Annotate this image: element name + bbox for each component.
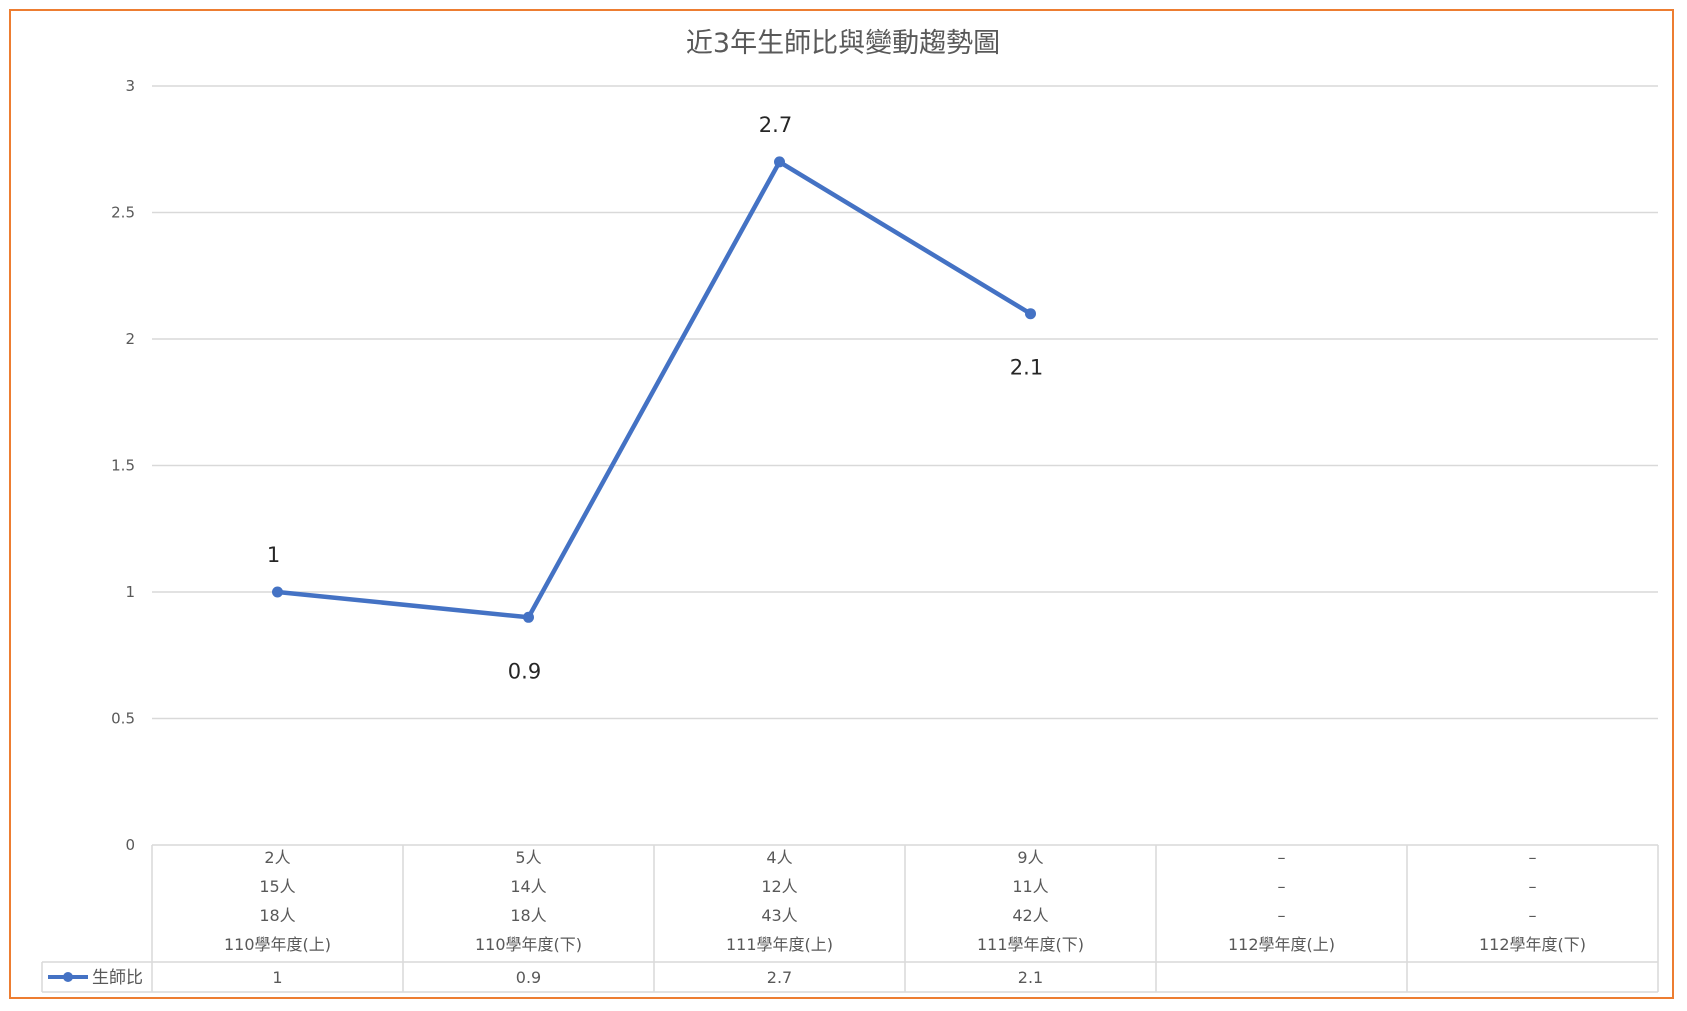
chart-title: 近3年生師比與變動趨勢圖 — [686, 28, 1000, 59]
y-tick-label: 3 — [125, 77, 135, 95]
table-cell: 12人 — [761, 877, 797, 896]
table-cell: – — [1278, 848, 1286, 867]
gridlines — [152, 85, 1658, 720]
table-cell: 15人 — [259, 877, 295, 896]
table-cell: 4人 — [766, 848, 792, 867]
table-cell: 9人 — [1017, 848, 1043, 867]
table-cell: 18人 — [259, 906, 295, 925]
table-cell: – — [1278, 906, 1286, 925]
table-cell: – — [1278, 877, 1286, 896]
data-point — [1025, 308, 1036, 320]
y-tick-label: 1 — [125, 583, 135, 601]
y-tick-label: 2 — [125, 330, 135, 348]
data-label: 2.1 — [1010, 356, 1043, 380]
series-line — [275, 159, 1033, 620]
data-table: 2人15人18人110學年度(上)15人14人18人110學年度(下)0.94人… — [41, 844, 1659, 993]
y-tick-label: 0.5 — [111, 710, 135, 728]
x-category-label: 111學年度(上) — [726, 935, 833, 954]
x-category-label: 112學年度(下) — [1479, 935, 1586, 954]
data-label: 2.7 — [759, 113, 792, 137]
table-cell: – — [1529, 848, 1537, 867]
y-tick-label: 2.5 — [111, 204, 135, 222]
y-axis: 0 0.5 1 1.5 2 2.5 3 — [111, 77, 135, 854]
table-cell: – — [1529, 906, 1537, 925]
series-layer: 1 0.9 2.7 2.1 — [267, 113, 1043, 683]
table-cell: 18人 — [510, 906, 546, 925]
data-point — [523, 611, 534, 623]
chart-frame — [9, 9, 1674, 999]
x-category-label: 112學年度(上) — [1228, 935, 1335, 954]
x-category-label: 110學年度(下) — [475, 935, 582, 954]
legend-marker — [63, 972, 73, 982]
legend-label: 生師比 — [92, 968, 143, 988]
table-cell: 42人 — [1012, 906, 1048, 925]
table-value-cell: 2.7 — [767, 968, 792, 987]
table-value-cell: 0.9 — [516, 968, 541, 987]
data-point — [272, 586, 283, 598]
data-point — [774, 156, 785, 168]
table-cell: 2人 — [264, 848, 290, 867]
table-cell: – — [1529, 877, 1537, 896]
table-cell: 5人 — [515, 848, 541, 867]
table-cell: 14人 — [510, 877, 546, 896]
table-value-cell: 2.1 — [1018, 968, 1043, 987]
y-tick-label: 1.5 — [111, 457, 135, 475]
x-category-label: 110學年度(上) — [224, 935, 331, 954]
table-cell: 43人 — [761, 906, 797, 925]
y-tick-label: 0 — [125, 836, 135, 854]
data-label: 1 — [267, 543, 280, 567]
table-value-cell: 1 — [272, 968, 282, 987]
data-label: 0.9 — [508, 659, 541, 683]
x-category-label: 111學年度(下) — [977, 935, 1084, 954]
table-cell: 11人 — [1012, 877, 1048, 896]
